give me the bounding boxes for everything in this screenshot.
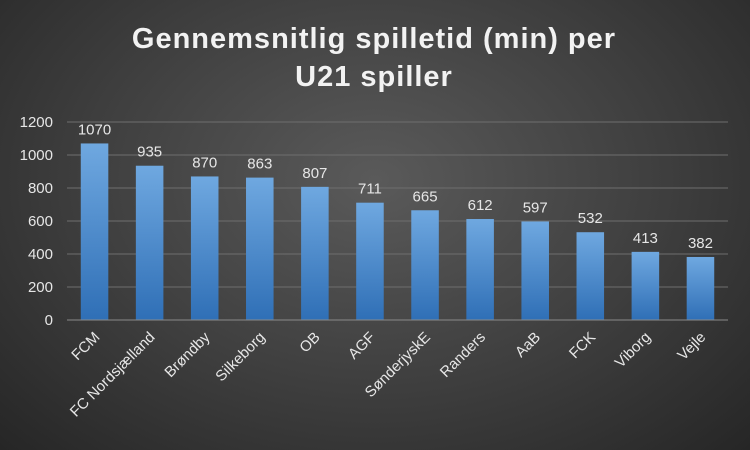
data-label: 532 [578,210,603,227]
data-label: 807 [302,165,327,182]
chart-title-line-2: U21 spiller [295,61,453,93]
bar [80,143,109,320]
bar [631,251,660,320]
x-category-label: AGF [345,329,379,363]
x-category-label: Randers [437,329,489,381]
x-category-label: Vejle [674,329,709,364]
x-category-label: Silkeborg [212,329,268,385]
chart-title-line-1: Gennemsnitlig spilletid (min) per [132,23,616,55]
bar [301,186,329,320]
bar [135,165,164,320]
data-label: 711 [358,181,382,198]
data-label: 597 [523,199,548,216]
data-label: 665 [413,188,438,205]
data-labels: 1070 935 870 863 807 711 665 612 597 532 413 382 [78,121,713,252]
data-label: 382 [688,235,713,252]
bar [411,210,439,320]
data-label: 413 [633,230,658,247]
y-tick-label: 400 [28,246,53,263]
bar [686,256,715,320]
bar [190,176,219,320]
y-tick-label: 0 [45,312,53,329]
bar [576,232,605,320]
x-category-label: AaB [512,329,544,361]
data-label: 935 [137,144,162,161]
y-tick-label: 1000 [20,147,53,164]
x-category-label: Brøndby [161,328,213,380]
y-tick-label: 800 [28,180,53,197]
x-category-label: FCK [566,329,599,362]
x-category-label: OB [296,329,323,356]
bar [521,221,549,320]
bars [80,143,715,320]
y-tick-label: 200 [28,279,53,296]
data-label: 863 [247,156,272,173]
y-tick-label: 1200 [20,114,53,131]
data-label: 870 [192,154,217,171]
gridlines [67,121,728,288]
bar [356,202,384,320]
y-axis-ticks: 0 200 400 600 800 1000 1200 [20,114,53,329]
y-tick-label: 600 [28,213,53,230]
x-category-label: FCM [68,329,103,364]
bar [466,219,494,320]
bar [246,177,274,320]
data-label: 1070 [78,121,111,138]
x-category-label: Viborg [612,329,654,371]
data-label: 612 [468,197,493,214]
